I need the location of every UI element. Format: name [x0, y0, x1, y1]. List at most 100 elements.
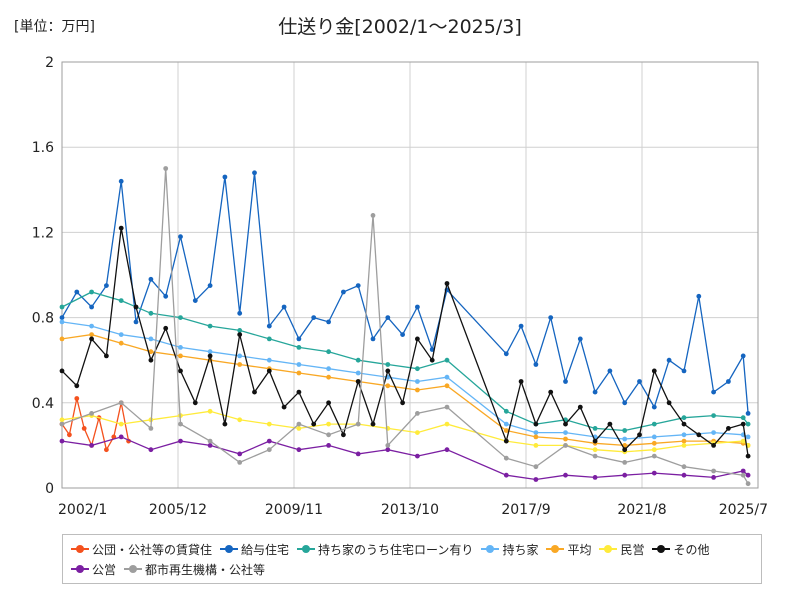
- series-7: [59, 225, 751, 459]
- tick-labels: 0 0.4 0.8 1.2 1.6 2 2002/1 2005/12 2009/11 2013/1…: [32, 55, 768, 518]
- unit-label: [単位：万円]: [14, 19, 95, 35]
- data-point: [607, 421, 613, 427]
- data-point: [178, 234, 183, 240]
- y-tick-label: 2: [45, 55, 54, 71]
- data-point: [681, 415, 687, 421]
- legend-item: 給与住宅: [220, 539, 289, 559]
- data-point: [444, 383, 450, 389]
- line-chart: 0 0.4 0.8 1.2 1.6 2 2002/1 2005/12 2009/11 2013/1…: [32, 55, 768, 518]
- series-4: [59, 319, 751, 442]
- data-point: [651, 447, 657, 453]
- legend-item: 持ち家: [481, 539, 538, 559]
- data-point: [533, 430, 539, 435]
- data-point: [118, 434, 124, 440]
- data-point: [163, 166, 169, 171]
- data-point: [696, 293, 702, 299]
- data-point: [355, 451, 361, 457]
- data-point: [326, 349, 331, 355]
- series-line: [61, 291, 749, 432]
- data-point: [74, 396, 80, 401]
- data-point: [444, 357, 450, 363]
- data-point: [563, 430, 568, 435]
- data-point: [577, 404, 583, 410]
- data-point: [444, 404, 450, 410]
- data-point: [178, 438, 183, 444]
- data-point: [681, 421, 687, 427]
- data-point: [503, 438, 509, 444]
- y-tick-label: 0.8: [32, 311, 54, 327]
- data-point: [711, 389, 716, 395]
- data-point: [415, 453, 420, 459]
- data-point: [385, 443, 391, 448]
- data-point: [355, 283, 361, 288]
- data-point: [81, 426, 87, 431]
- x-tick-label: 2009/11: [265, 502, 323, 518]
- series-2: [59, 170, 751, 416]
- data-point: [74, 383, 80, 389]
- data-point: [118, 400, 124, 406]
- data-point: [385, 447, 391, 453]
- data-point: [503, 455, 509, 461]
- data-point: [681, 438, 687, 444]
- y-tick-label: 0: [45, 481, 54, 497]
- data-point: [281, 304, 287, 310]
- legend-swatch: [124, 565, 143, 573]
- data-point: [355, 357, 361, 363]
- data-point: [740, 421, 746, 427]
- data-point: [533, 362, 539, 367]
- legend: 公団・公社等の賃貸住 給与住宅 持ち家のうち住宅ローン有り 持ち家 平均 民営 その他 公営 都…: [62, 534, 762, 584]
- data-point: [296, 362, 302, 367]
- data-point: [548, 389, 554, 395]
- data-point: [740, 438, 746, 444]
- x-tick-label: 2005/12: [149, 502, 207, 518]
- data-point: [681, 432, 687, 438]
- data-point: [415, 366, 420, 372]
- data-point: [533, 434, 539, 440]
- data-point: [266, 447, 272, 453]
- data-point: [548, 315, 554, 320]
- data-point: [89, 443, 94, 448]
- data-point: [666, 400, 672, 406]
- data-point: [637, 379, 642, 384]
- data-point: [592, 426, 598, 431]
- data-point: [711, 468, 716, 474]
- y-tick-label: 1.6: [32, 140, 54, 156]
- data-point: [726, 426, 731, 431]
- data-point: [745, 481, 751, 487]
- data-point: [326, 374, 331, 380]
- data-point: [563, 421, 568, 427]
- data-point: [207, 349, 213, 355]
- data-point: [59, 417, 65, 423]
- data-point: [67, 432, 72, 438]
- data-point: [740, 468, 746, 474]
- legend-swatch: [220, 545, 239, 553]
- data-point: [326, 443, 331, 448]
- data-point: [563, 443, 568, 448]
- data-point: [711, 430, 716, 435]
- legend-label: 公営: [92, 562, 117, 577]
- legend-item: 都市再生機構・公社等: [124, 559, 265, 579]
- data-point: [104, 283, 109, 288]
- data-point: [563, 472, 568, 478]
- legend-swatch: [71, 565, 89, 573]
- data-point: [444, 421, 450, 427]
- data-point: [415, 387, 420, 393]
- data-point: [622, 472, 628, 478]
- data-point: [148, 349, 154, 355]
- data-point: [622, 436, 628, 442]
- data-point: [740, 353, 746, 359]
- data-point: [651, 421, 657, 427]
- data-point: [592, 438, 598, 444]
- data-point: [370, 421, 376, 427]
- data-point: [651, 470, 657, 476]
- data-point: [563, 379, 568, 384]
- data-point: [163, 325, 169, 331]
- series-layer: [59, 166, 751, 487]
- series-3: [59, 289, 751, 433]
- legend-label: 民営: [620, 542, 645, 557]
- data-point: [207, 443, 213, 448]
- x-tick-label: 2025/7: [719, 502, 768, 518]
- data-point: [118, 340, 124, 346]
- data-point: [207, 283, 213, 288]
- data-point: [118, 178, 124, 184]
